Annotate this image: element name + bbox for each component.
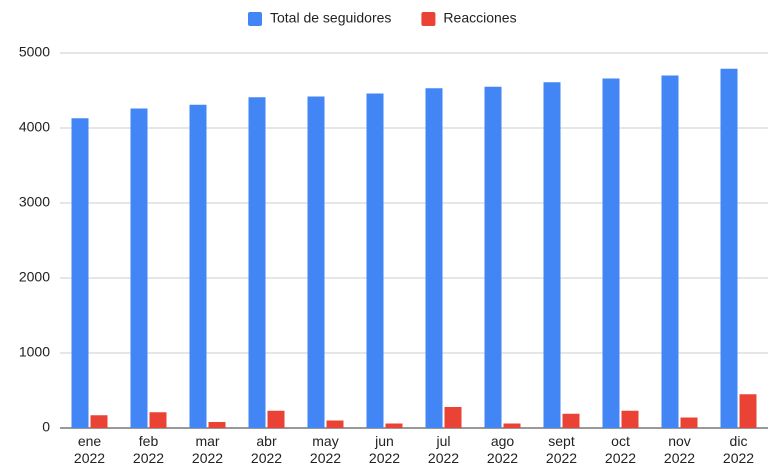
bar xyxy=(248,97,266,428)
bar xyxy=(562,413,580,428)
x-tick-label: ago 2022 xyxy=(487,433,518,465)
y-tick-label: 1000 xyxy=(19,344,50,360)
x-tick-label: abr 2022 xyxy=(251,433,282,465)
x-tick-label: ene 2022 xyxy=(74,433,105,465)
bar xyxy=(739,394,757,428)
legend-label: Total de seguidores xyxy=(270,10,391,26)
x-tick-label: jul 2022 xyxy=(428,433,459,465)
y-tick-label: 3000 xyxy=(19,194,50,210)
bar xyxy=(130,108,148,428)
bar xyxy=(90,415,108,428)
bar xyxy=(484,86,502,428)
x-tick-label: dic 2022 xyxy=(723,433,754,465)
legend-swatch xyxy=(248,12,262,26)
x-tick-label: mar 2022 xyxy=(192,433,223,465)
bar xyxy=(444,407,462,428)
bar xyxy=(208,422,226,428)
y-tick-label: 4000 xyxy=(19,119,50,135)
bar xyxy=(503,423,521,428)
y-tick-label: 5000 xyxy=(19,44,50,60)
x-tick-label: jun 2022 xyxy=(369,433,400,465)
y-tick-label: 2000 xyxy=(19,269,50,285)
bar xyxy=(661,75,679,428)
bar xyxy=(189,104,207,428)
bar xyxy=(385,423,403,428)
bar xyxy=(307,96,325,428)
bar xyxy=(267,410,285,428)
legend-swatch xyxy=(421,12,436,26)
bar xyxy=(71,118,89,428)
x-tick-label: sept 2022 xyxy=(546,433,577,465)
bar xyxy=(366,93,384,428)
x-tick-label: nov 2022 xyxy=(664,433,695,465)
bar xyxy=(149,412,167,428)
bar xyxy=(326,420,344,428)
y-tick-label: 0 xyxy=(42,419,50,435)
bar xyxy=(602,78,620,428)
bar xyxy=(621,410,639,428)
bar xyxy=(680,417,698,428)
legend-label: Reacciones xyxy=(443,10,516,26)
x-tick-label: oct 2022 xyxy=(605,433,636,465)
bar xyxy=(720,68,738,428)
bar xyxy=(425,88,443,428)
x-tick-label: may 2022 xyxy=(310,433,341,465)
x-tick-label: feb 2022 xyxy=(133,433,164,465)
bar xyxy=(543,82,561,428)
